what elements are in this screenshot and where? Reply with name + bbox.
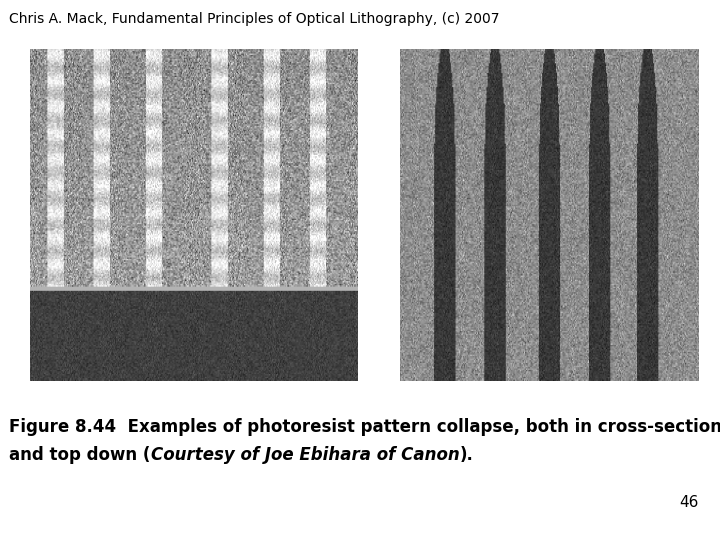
Text: and top down (: and top down ( [9,446,150,463]
Text: ).: ). [459,446,473,463]
Text: Chris A. Mack, Fundamental Principles of Optical Lithography, (c) 2007: Chris A. Mack, Fundamental Principles of… [9,12,500,26]
Text: Courtesy of Joe Ebihara of Canon: Courtesy of Joe Ebihara of Canon [150,446,459,463]
Text: Figure 8.44  Examples of photoresist pattern collapse, both in cross-section (le: Figure 8.44 Examples of photoresist patt… [9,418,720,436]
Text: 46: 46 [679,495,698,510]
